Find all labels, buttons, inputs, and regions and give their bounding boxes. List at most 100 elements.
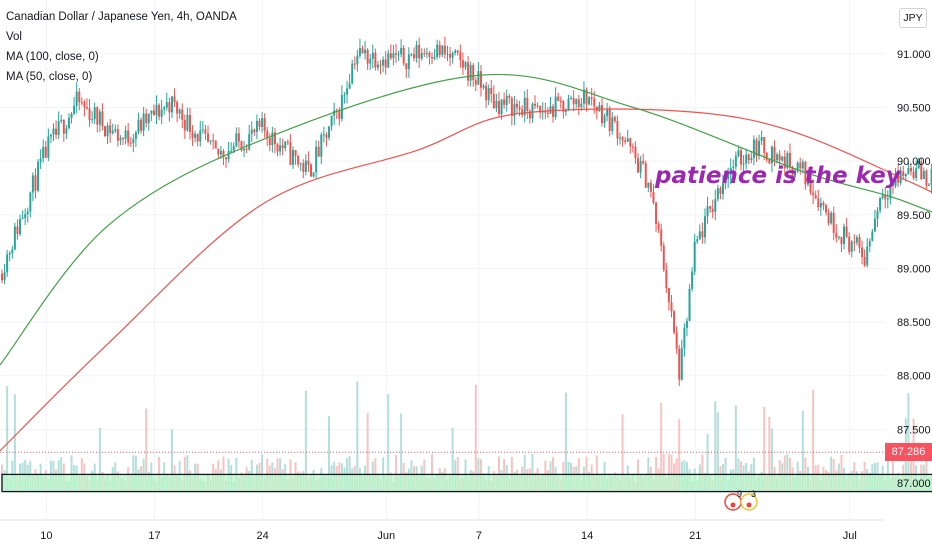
candle-body bbox=[255, 120, 258, 133]
candle-body bbox=[163, 107, 166, 110]
candle-body bbox=[273, 132, 276, 145]
candle-body bbox=[557, 96, 560, 101]
candle-body bbox=[39, 158, 42, 162]
candle-body bbox=[513, 103, 516, 116]
candle-body bbox=[436, 44, 439, 57]
ma50-label[interactable]: MA (50, close, 0) bbox=[6, 71, 93, 83]
candle-body bbox=[876, 210, 879, 219]
candle-body bbox=[855, 237, 858, 243]
x-tick-label: 17 bbox=[148, 530, 160, 542]
candle-body bbox=[26, 211, 29, 214]
y-tick-label: 89.500 bbox=[897, 210, 931, 222]
volume-label[interactable]: Vol bbox=[6, 31, 22, 43]
candle-body bbox=[673, 311, 676, 333]
candle-body bbox=[392, 53, 395, 59]
event-marker-dividend[interactable]: 3 bbox=[740, 489, 758, 511]
candle-body bbox=[912, 171, 915, 178]
ma100-label[interactable]: MA (100, close, 0) bbox=[6, 51, 99, 63]
x-tick-label: 21 bbox=[689, 530, 701, 542]
chart-grid bbox=[0, 0, 885, 521]
candle-body bbox=[178, 109, 181, 114]
candle-body bbox=[497, 101, 500, 115]
candle-body bbox=[562, 100, 565, 112]
chart-legend: Canadian Dollar / Japanese Yen, 4h, OAND… bbox=[6, 7, 237, 87]
candle-body bbox=[482, 85, 485, 88]
candle-body bbox=[253, 129, 256, 133]
candle-body bbox=[879, 197, 882, 211]
candle-body bbox=[353, 63, 356, 65]
candle-body bbox=[858, 237, 861, 248]
candle-body bbox=[250, 129, 253, 135]
x-tick-label: Jun bbox=[377, 530, 395, 542]
candle-body bbox=[330, 115, 333, 127]
candle-body bbox=[639, 161, 642, 173]
candle-body bbox=[503, 99, 506, 105]
candle-body bbox=[402, 47, 405, 64]
candle-body bbox=[667, 287, 670, 303]
volume-bar bbox=[706, 433, 709, 492]
candle-body bbox=[523, 97, 526, 116]
candle-body bbox=[925, 170, 928, 186]
candle-body bbox=[580, 103, 583, 108]
candle-body bbox=[567, 98, 570, 111]
candle-body bbox=[822, 202, 825, 206]
candle-body bbox=[124, 130, 127, 139]
y-tick-label: 88.500 bbox=[897, 317, 931, 329]
candle-body bbox=[809, 172, 812, 193]
candle-body bbox=[722, 183, 724, 194]
candle-body bbox=[78, 91, 81, 103]
candle-body bbox=[320, 134, 323, 157]
candle-body bbox=[714, 199, 717, 212]
volume-bar bbox=[366, 412, 369, 492]
candle-body bbox=[235, 133, 238, 147]
candle-body bbox=[219, 150, 222, 155]
candle-body bbox=[474, 80, 477, 85]
candle-body bbox=[343, 94, 346, 96]
candle-body bbox=[655, 202, 658, 224]
candle-body bbox=[902, 171, 905, 177]
candle-body bbox=[500, 99, 503, 115]
candle-body bbox=[850, 241, 853, 252]
candle-body bbox=[8, 253, 11, 255]
candle-body bbox=[101, 111, 104, 127]
candle-body bbox=[456, 50, 459, 53]
volume-bar bbox=[670, 454, 673, 492]
symbol-title[interactable]: Canadian Dollar / Japanese Yen, 4h, OAND… bbox=[6, 11, 237, 23]
candle-body bbox=[42, 146, 45, 159]
candle-body bbox=[649, 182, 652, 192]
candle-body bbox=[85, 107, 88, 109]
candle-body bbox=[830, 212, 833, 224]
candle-body bbox=[207, 133, 209, 142]
candle-body bbox=[44, 146, 47, 158]
candle-body bbox=[799, 162, 802, 169]
candle-body bbox=[853, 241, 856, 243]
x-axis[interactable]: 101724Jun71421Jul121926Aug bbox=[40, 530, 932, 542]
candle-body bbox=[611, 117, 614, 132]
candle-body bbox=[240, 141, 243, 151]
candle-body bbox=[317, 146, 320, 157]
currency-badge[interactable]: JPY bbox=[899, 8, 927, 28]
candle-body bbox=[801, 161, 804, 169]
event-marker-earnings[interactable]: 9 bbox=[724, 489, 742, 511]
candle-body bbox=[186, 115, 189, 131]
candle-body bbox=[333, 110, 336, 116]
candle-body bbox=[243, 148, 246, 151]
y-axis[interactable]: 87.000 87.500 88.000 88.500 89.000 89.500 90.0… bbox=[897, 49, 931, 490]
candle-body bbox=[196, 134, 199, 142]
volume-bar bbox=[786, 454, 789, 492]
candle-body bbox=[55, 128, 58, 135]
candle-body bbox=[706, 206, 709, 217]
annotation-text[interactable]: patience is the key bbox=[655, 163, 901, 189]
volume-bar bbox=[145, 408, 148, 492]
candle-body bbox=[114, 129, 117, 131]
candle-body bbox=[83, 102, 86, 108]
candle-body bbox=[188, 115, 191, 133]
volume-bar bbox=[564, 392, 567, 492]
candle-body bbox=[11, 249, 14, 254]
candle-body bbox=[31, 175, 34, 193]
support-zone[interactable] bbox=[1, 473, 932, 493]
candle-body bbox=[299, 163, 302, 165]
volume-bar bbox=[261, 454, 264, 492]
candle-body bbox=[358, 48, 361, 56]
